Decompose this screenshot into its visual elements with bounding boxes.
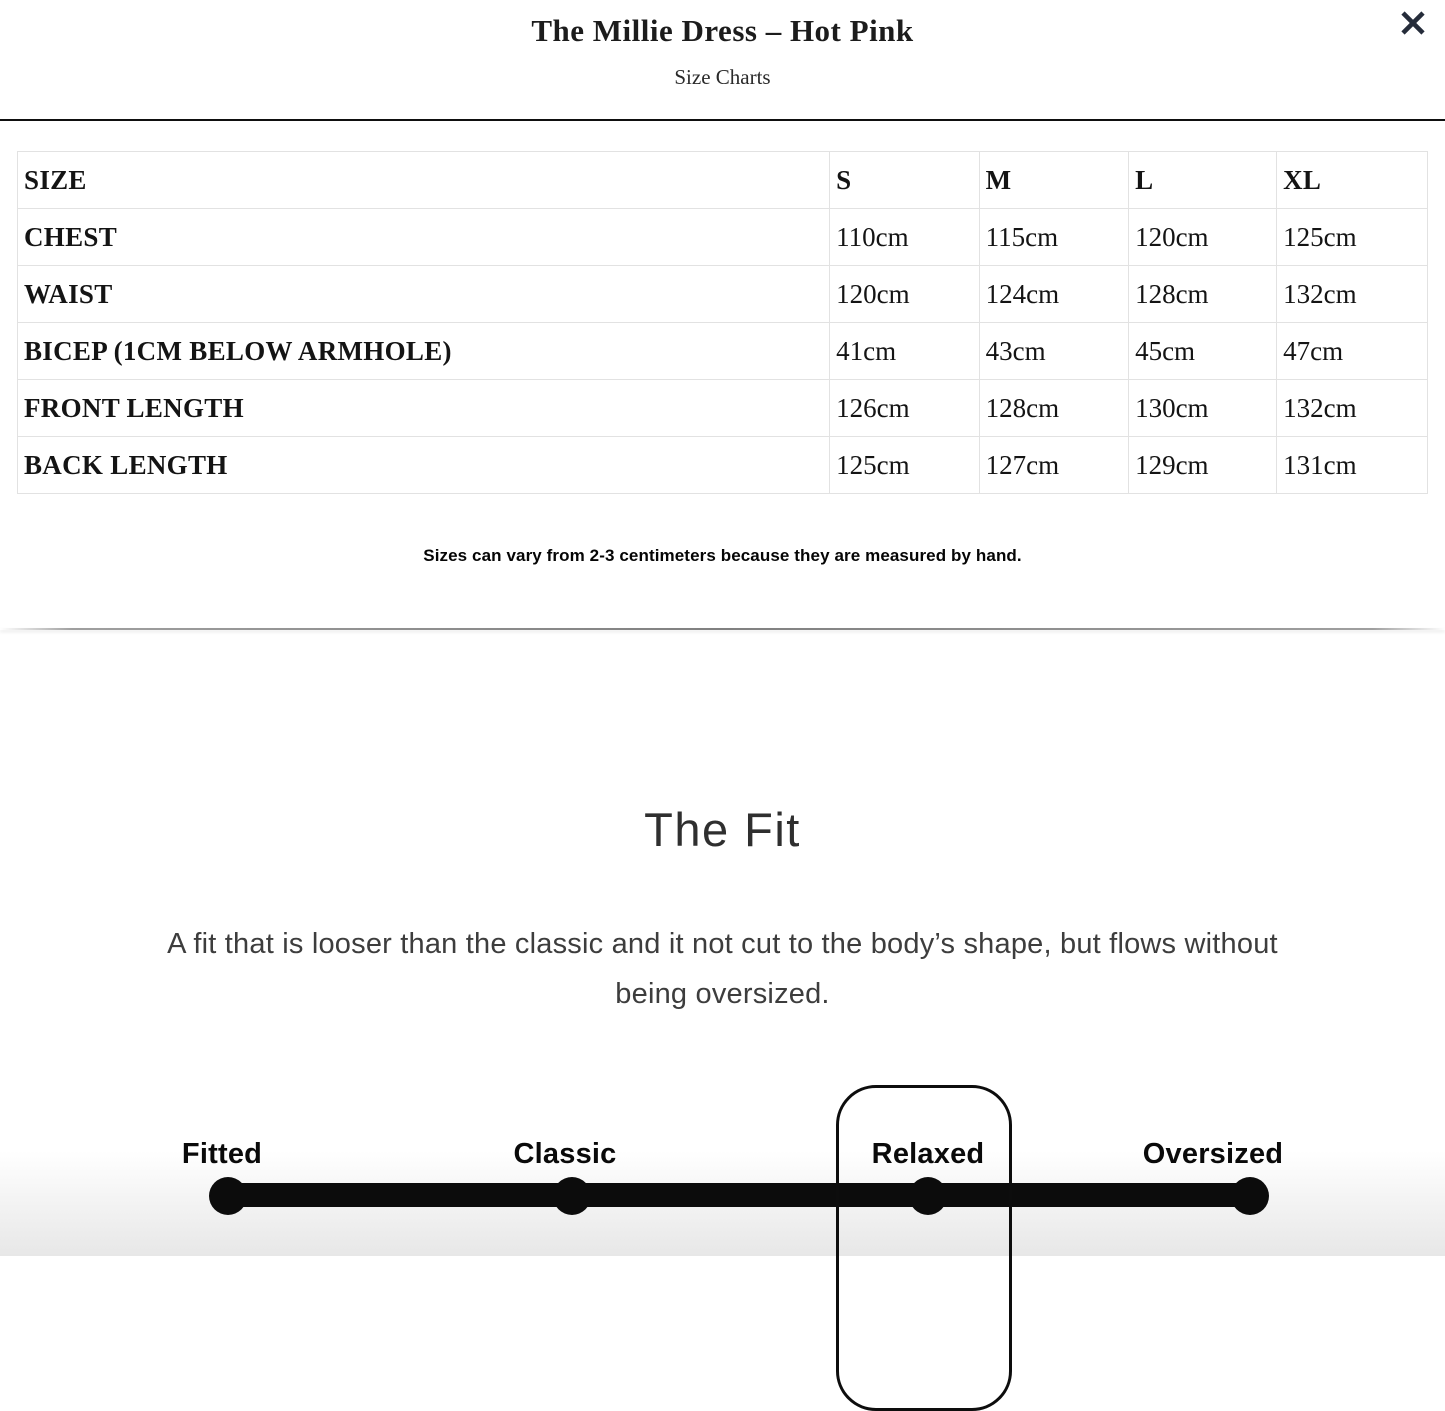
scale-label-fitted: Fitted [181, 1138, 263, 1170]
scale-dot-oversized [1231, 1177, 1269, 1215]
table-cell: 110cm [829, 208, 980, 266]
table-cell: 127cm [978, 436, 1130, 494]
row-label: BICEP (1CM BELOW ARMHOLE) [16, 322, 831, 380]
size-chart-table: SIZE S M L XL CHEST 110cm 115cm 120cm 12… [16, 151, 1428, 494]
table-cell: 128cm [1128, 265, 1278, 323]
table-cell: 120cm [829, 265, 980, 323]
table-header-row: SIZE S M L XL [16, 151, 1428, 209]
table-cell: 124cm [978, 265, 1130, 323]
scale-label-classic: Classic [513, 1138, 617, 1170]
table-row: BACK LENGTH 125cm 127cm 129cm 131cm [16, 436, 1428, 494]
column-header: M [978, 151, 1130, 209]
table-cell: 120cm [1128, 208, 1278, 266]
table-cell: 132cm [1276, 265, 1428, 323]
table-cell: 130cm [1128, 379, 1278, 437]
scale-dot-relaxed [909, 1177, 947, 1215]
section-divider [0, 628, 1445, 630]
fit-scale: Fitted Classic Relaxed Oversized [0, 1060, 1445, 1411]
scale-dot-classic [553, 1177, 591, 1215]
scale-label-oversized: Oversized [1142, 1138, 1284, 1170]
row-label: CHEST [16, 208, 831, 266]
table-cell: 125cm [1276, 208, 1428, 266]
table-cell: 131cm [1276, 436, 1428, 494]
scale-label-relaxed: Relaxed [871, 1138, 985, 1170]
scale-dot-fitted [209, 1177, 247, 1215]
fit-description: A fit that is looser than the classic an… [167, 928, 1278, 1010]
modal-subtitle: Size Charts [674, 65, 771, 89]
table-cell: 43cm [978, 322, 1130, 380]
table-row: WAIST 120cm 124cm 128cm 132cm [16, 265, 1428, 323]
row-label: WAIST [16, 265, 831, 323]
selected-fit-outline [836, 1085, 1012, 1411]
column-header: XL [1276, 151, 1428, 209]
table-cell: 126cm [829, 379, 980, 437]
table-row: FRONT LENGTH 126cm 128cm 130cm 132cm [16, 379, 1428, 437]
measurement-note: Sizes can vary from 2-3 centimeters beca… [423, 546, 1022, 565]
table-row: CHEST 110cm 115cm 120cm 125cm [16, 208, 1428, 266]
column-header: L [1128, 151, 1278, 209]
fit-heading: The Fit [644, 803, 801, 856]
table-cell: 128cm [978, 379, 1130, 437]
row-label: BACK LENGTH [16, 436, 831, 494]
table-cell: 125cm [829, 436, 980, 494]
table-cell: 47cm [1276, 322, 1428, 380]
table-cell: 45cm [1128, 322, 1278, 380]
table-cell: 129cm [1128, 436, 1278, 494]
table-cell: 115cm [978, 208, 1130, 266]
column-header: S [829, 151, 980, 209]
table-row: BICEP (1CM BELOW ARMHOLE) 41cm 43cm 45cm… [16, 322, 1428, 380]
column-header: SIZE [16, 151, 831, 209]
modal-header: The Millie Dress – Hot Pink Size Charts [0, 0, 1445, 121]
table-cell: 132cm [1276, 379, 1428, 437]
row-label: FRONT LENGTH [16, 379, 831, 437]
table-cell: 41cm [829, 322, 980, 380]
close-button[interactable] [1395, 6, 1431, 42]
fit-scale-bar [225, 1183, 1268, 1207]
modal-title: The Millie Dress – Hot Pink [531, 13, 914, 48]
close-icon [1401, 10, 1425, 35]
